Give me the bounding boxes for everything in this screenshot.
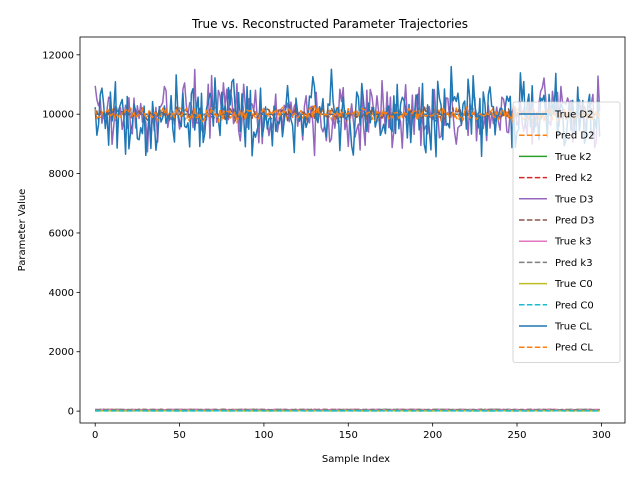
legend-box (512, 101, 621, 363)
legend-label-true-cl: True CL (554, 322, 592, 333)
x-tick-label: 200 (423, 430, 442, 441)
legend-label-pred-d3: Pred D3 (555, 216, 595, 227)
legend-label-pred-c0: Pred C0 (555, 300, 594, 311)
y-tick-label: 8000 (49, 169, 74, 180)
x-tick-label: 150 (339, 430, 358, 441)
x-tick-label: 50 (173, 430, 186, 441)
legend-label-true-k3: True k3 (554, 237, 592, 248)
y-tick-label: 0 (68, 407, 74, 418)
legend-label-pred-cl: Pred CL (555, 343, 593, 354)
legend-label-pred-k2: Pred k2 (555, 173, 593, 184)
legend-label-pred-d2: Pred D2 (555, 131, 595, 142)
y-tick-label: 12000 (42, 50, 74, 61)
x-tick-label: 100 (254, 430, 273, 441)
legend: True D2 Pred D2 True k2 Pred k2 True D3 Pred … (512, 101, 621, 363)
legend-label-pred-k3: Pred k3 (555, 258, 593, 269)
series-line-pred-k3 (95, 408, 600, 411)
axes-layer: 0 50 100 150 200 250 300 0 2000 4000 6000 8000 10000… (42, 36, 626, 441)
y-tick-label: 6000 (49, 228, 74, 239)
plot-frame (79, 36, 626, 424)
x-tick-label: 250 (507, 430, 526, 441)
y-tick-label: 4000 (49, 288, 74, 299)
y-axis-label: Parameter Value (17, 189, 28, 272)
legend-label-true-d3: True D3 (554, 194, 593, 205)
y-tick-label: 2000 (49, 347, 74, 358)
x-axis-label: Sample Index (322, 454, 390, 465)
legend-label-true-c0: True C0 (554, 279, 593, 290)
x-tick-label: 0 (92, 430, 98, 441)
x-tick-label: 300 (592, 430, 611, 441)
chart-title: True vs. Reconstructed Parameter Traject… (191, 17, 468, 31)
y-tick-label: 10000 (42, 110, 74, 121)
legend-label-true-d2: True D2 (554, 110, 593, 121)
legend-label-true-k2: True k2 (554, 152, 592, 163)
